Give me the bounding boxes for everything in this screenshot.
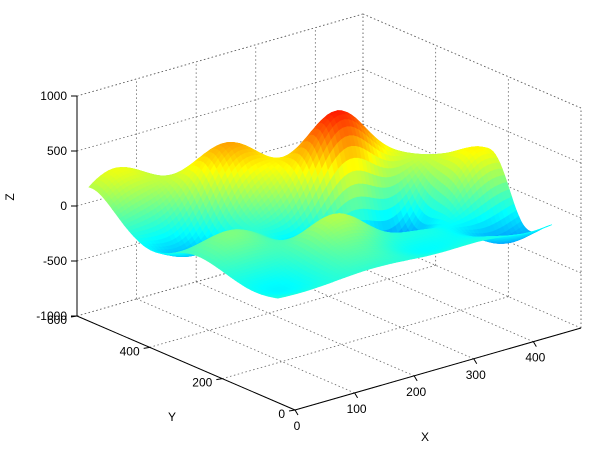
x-tick [533, 342, 536, 347]
box-edge [363, 14, 581, 108]
box-edge [77, 14, 363, 96]
x-tick [355, 393, 358, 398]
y-axis-line [77, 316, 295, 410]
x-tick [414, 376, 417, 381]
floor-grid-line [222, 297, 508, 379]
x-axis-line [295, 328, 581, 410]
floor-grid-line [196, 282, 414, 376]
y-tick [289, 410, 295, 411]
floor-grid-line [137, 299, 355, 393]
y-tick [144, 347, 150, 348]
y-tick [216, 379, 222, 380]
x-tick [295, 410, 298, 415]
x-tick [474, 359, 477, 364]
side-wall-grid-line [363, 14, 581, 108]
surface-mesh [89, 111, 552, 299]
